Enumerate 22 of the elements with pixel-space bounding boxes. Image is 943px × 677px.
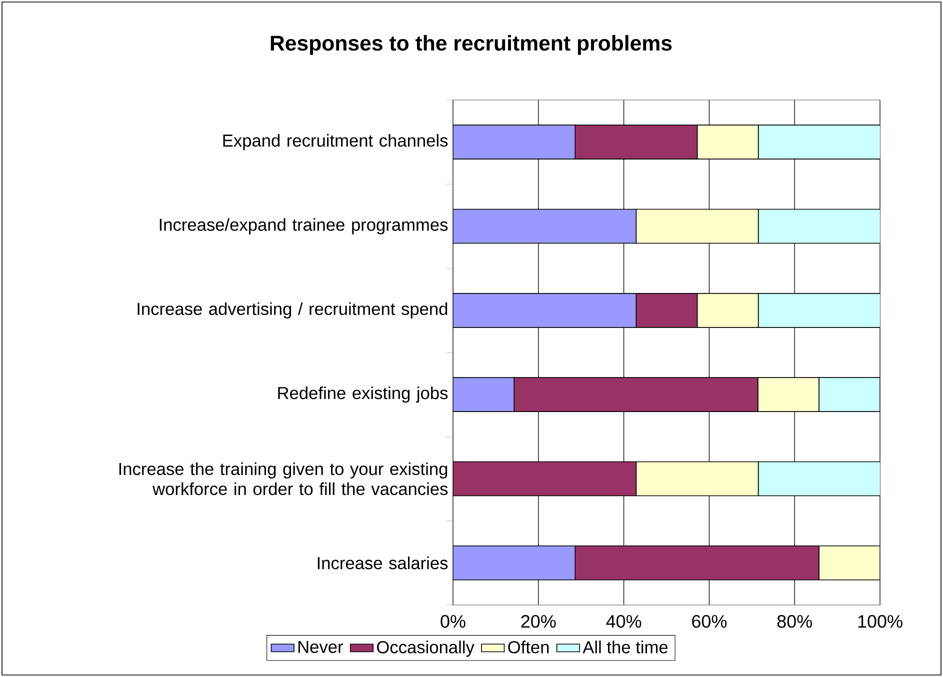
x-tick-label: 40% [606, 615, 642, 628]
y-tick-label: Expand recruitment channels [223, 134, 448, 150]
legend-label: All the time [582, 640, 668, 654]
bar [574, 124, 698, 160]
bar [636, 293, 698, 328]
chart-title: Responses to the recruitment problems [270, 35, 672, 55]
y-tick-label: Increase advertising / recruitment spend [138, 302, 448, 318]
bar [574, 546, 820, 580]
x-tick-label: 60% [692, 615, 727, 628]
x-tick-label: 100% [858, 615, 902, 628]
y-tick-label: Increase/expand trainee programmes [160, 218, 448, 234]
x-tick-label: 20% [521, 615, 556, 628]
legend-label: Never [298, 640, 343, 654]
legend-label: Often [508, 640, 549, 654]
legend-label: Occasionally [377, 640, 474, 657]
y-tick-label: Increase the training given to your existing workforce in order to fill the vacancies [119, 462, 448, 496]
bar [514, 377, 758, 412]
bar [453, 461, 637, 496]
x-tick-label: 0% [440, 615, 466, 628]
x-tick-label: 80% [777, 615, 812, 628]
y-tick-label: Increase salaries [318, 556, 448, 570]
y-tick-label: Redefine existing jobs [278, 386, 448, 403]
